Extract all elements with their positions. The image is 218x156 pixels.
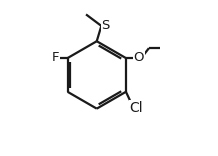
- Text: F: F: [52, 51, 60, 64]
- Text: S: S: [101, 19, 110, 32]
- Text: Cl: Cl: [129, 101, 143, 115]
- Text: O: O: [133, 51, 144, 64]
